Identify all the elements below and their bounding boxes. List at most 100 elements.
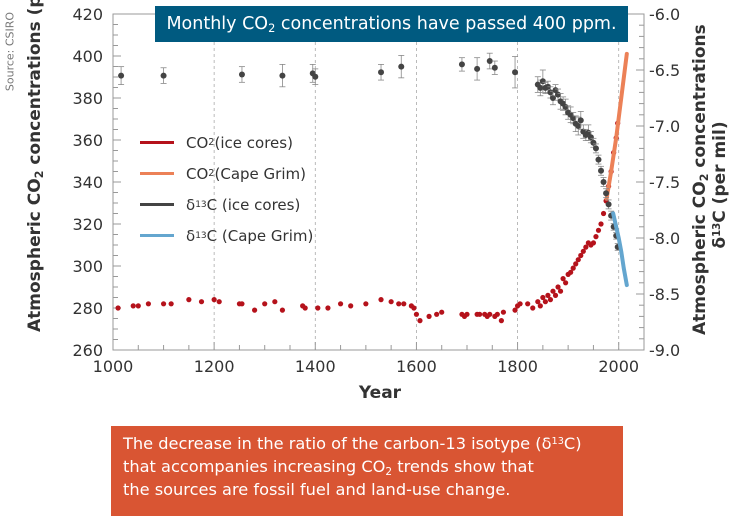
- y2-tick-label: -7.0: [649, 117, 680, 136]
- series-0-point: [570, 265, 576, 271]
- series-0-point: [583, 244, 589, 250]
- series-2-point: [577, 117, 584, 124]
- series-0-point: [545, 292, 551, 298]
- series-2-point: [118, 72, 125, 79]
- series-0-point: [540, 294, 546, 301]
- legend: CO 2 (ice cores) CO 2 (Cape Grim) δ 13 C (i…: [140, 127, 313, 251]
- series-0-point: [537, 303, 543, 309]
- series-0-point: [216, 299, 222, 305]
- series-0-point: [598, 221, 604, 227]
- series-0-point: [477, 311, 483, 317]
- x-tick-label: 2000: [598, 357, 639, 376]
- x-tick-label: 1000: [93, 357, 134, 376]
- series-2-point: [590, 139, 597, 146]
- series-0-point: [262, 301, 268, 307]
- series-0-point: [160, 301, 167, 307]
- series-0-point: [252, 307, 258, 313]
- series-0-point: [512, 307, 518, 313]
- series-0-point: [580, 248, 586, 254]
- series-0-point: [439, 309, 445, 315]
- series-0-point: [575, 257, 581, 263]
- series-0-point: [363, 301, 369, 307]
- series-2-point: [312, 73, 319, 80]
- series-0-point: [547, 297, 554, 303]
- series-0-point: [573, 261, 579, 267]
- series-2-point: [605, 201, 612, 208]
- series-2-point: [160, 72, 167, 79]
- series-0-point: [434, 311, 440, 317]
- series-0-point: [550, 288, 556, 294]
- y2-tick-label: -8.0: [649, 229, 680, 248]
- series-0-point: [426, 313, 432, 319]
- series-0-point: [578, 252, 584, 259]
- series-2-point: [598, 167, 605, 174]
- series-2-point: [575, 123, 582, 129]
- series-0-point: [388, 299, 394, 305]
- series-0-point: [593, 234, 599, 240]
- series-2-point: [603, 190, 610, 197]
- series-0-point: [563, 280, 569, 286]
- series-0-point: [590, 240, 597, 246]
- legend-swatch: [140, 141, 174, 144]
- series-0-point: [557, 288, 564, 294]
- series-1-line: [604, 51, 629, 201]
- series-2-point: [537, 84, 544, 91]
- series-2-point: [491, 64, 498, 71]
- y2-tick-label: -6.5: [649, 61, 680, 80]
- legend-swatch: [140, 172, 174, 175]
- y-tick-label: 420: [72, 5, 103, 24]
- series-2-point: [486, 58, 493, 65]
- series-0-point: [517, 301, 523, 307]
- series-0-point: [555, 284, 561, 290]
- y-tick-label: 300: [72, 257, 103, 276]
- x-tick-label: 1800: [497, 357, 538, 376]
- series-0-point: [315, 305, 321, 311]
- y-tick-label: 320: [72, 215, 103, 234]
- x-tick-label: 1400: [295, 357, 336, 376]
- y2-axis-label: Atmospheric CO2 concentrations δ13C (per …: [690, 24, 730, 335]
- series-0-point: [272, 299, 278, 305]
- y-axis-label: Atmospheric CO2 concentrations (ppm): [25, 0, 46, 332]
- series-0-point: [130, 303, 136, 309]
- y2-tick-label: -8.5: [649, 285, 680, 304]
- legend-swatch: [140, 203, 174, 206]
- series-2-point: [398, 63, 405, 70]
- series-0-point: [417, 318, 423, 324]
- series-0-point: [337, 301, 344, 307]
- series-0-point: [378, 297, 384, 303]
- legend-item-co2-ice: CO 2 (ice cores): [140, 127, 313, 158]
- series-0-point: [145, 301, 151, 307]
- series-0-point: [413, 311, 420, 317]
- series-2-point: [549, 95, 556, 101]
- series-2-point: [378, 69, 385, 76]
- series-0-point: [411, 305, 417, 311]
- series-0-point: [135, 303, 141, 309]
- series-2-point: [512, 69, 519, 76]
- series-0-point: [552, 292, 559, 298]
- series-2-point: [600, 179, 607, 185]
- series-0-point: [115, 305, 121, 311]
- y2-tick-label: -9.0: [649, 341, 680, 360]
- legend-item-co2-cape: CO 2 (Cape Grim): [140, 158, 313, 189]
- series-2-point: [570, 115, 577, 122]
- series-2-point: [587, 134, 594, 141]
- series-0-point: [211, 297, 217, 303]
- y-tick-label: 400: [72, 47, 103, 66]
- series-0-point: [401, 301, 407, 307]
- series-0-point: [568, 269, 574, 275]
- series-0-point: [464, 311, 470, 317]
- series-0-point: [186, 297, 192, 303]
- explanation-box: The decrease in the ratio of the carbon-…: [111, 426, 623, 516]
- series-0-point: [498, 318, 504, 324]
- x-axis-label: Year: [358, 383, 402, 403]
- series-2-point: [595, 156, 602, 163]
- series-0-point: [279, 307, 286, 313]
- legend-swatch: [140, 234, 174, 237]
- series-0-point: [542, 299, 548, 305]
- series-0-point: [560, 276, 566, 282]
- series-0-point: [595, 227, 602, 233]
- series-2-point: [279, 72, 286, 79]
- series-0-point: [302, 305, 308, 311]
- series-0-point: [600, 210, 607, 217]
